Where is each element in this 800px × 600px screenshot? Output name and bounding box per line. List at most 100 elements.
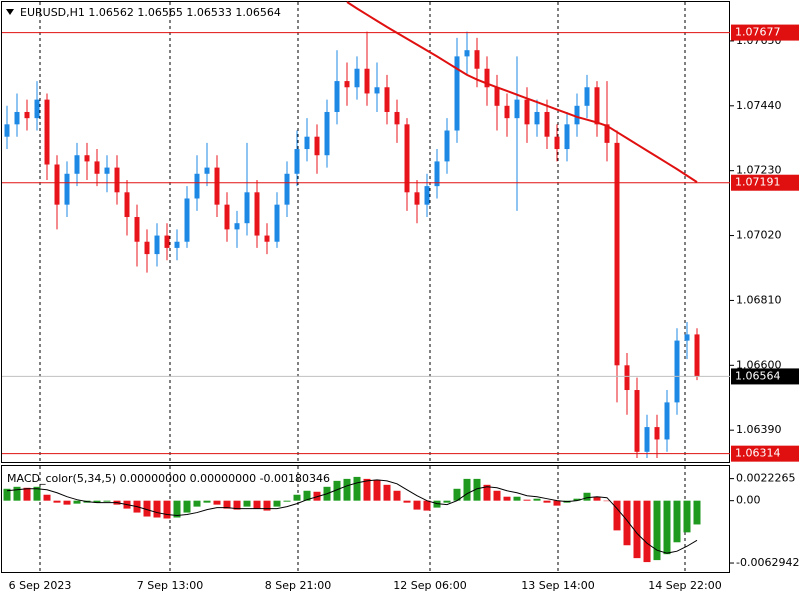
price-box [731,174,799,191]
candle-body [524,99,530,125]
histogram-bar [533,498,541,501]
histogram-bar [273,500,281,507]
histogram-bar [333,480,341,501]
price-box [731,368,799,385]
candle-body [624,365,630,391]
histogram-bar [423,500,431,511]
price-box-label: 1.06564 [735,369,781,382]
histogram-bar [603,500,611,502]
candle-body [304,136,310,150]
candle-body [274,204,280,242]
candle-body [434,161,440,187]
histogram-bar [73,500,81,504]
histogram-bar [363,478,371,501]
histogram-bar [63,500,71,505]
histogram-bar [443,500,451,503]
candle-body [324,111,330,156]
candle-body [294,149,300,174]
histogram-bar [653,500,661,561]
candle-body [54,164,60,205]
candle-body [384,87,390,112]
histogram-bar [403,500,411,503]
candle-body [494,87,500,106]
histogram-bar [343,478,351,501]
histogram-bar [473,478,481,501]
candle-body [44,99,50,165]
candle-body [514,99,520,119]
candle-body [124,192,130,218]
histogram-bar [163,500,171,519]
histogram-bar [393,490,401,501]
histogram-bar [143,500,151,517]
candle-body [484,68,490,88]
histogram-bar [643,500,651,563]
menu-triangle [6,9,14,15]
candle-body [184,198,190,242]
chart-header: EURUSD,H1 1.06562 1.06565 1.06533 1.0656… [20,6,281,19]
y-tick-label: 1.07230 [736,164,782,177]
y-tick-label: 1.07440 [736,99,782,112]
candle-body [544,111,550,137]
histogram-bar [413,500,421,510]
candle-body [24,111,30,119]
candle-body [354,68,360,88]
candle-body [644,427,650,452]
histogram-bar [13,486,21,501]
y-tick-label: 1.06390 [736,423,782,436]
candle-body [284,173,290,205]
candle-body [684,334,690,341]
histogram-bar [513,496,521,501]
y-tick-label: 1.07020 [736,229,782,242]
candle-body [244,192,250,224]
histogram-bar [253,500,261,509]
histogram-bar [303,490,311,501]
histogram-bar [293,494,301,501]
histogram-bar [463,478,471,501]
histogram-bar [223,500,231,509]
y-tick-label: 0.0022265 [736,472,796,485]
candle-body [374,87,380,94]
candle-body [654,427,660,440]
candle-body [114,167,120,193]
moving-average [346,1,698,183]
histogram-bar [3,488,11,501]
histogram-bar [53,500,61,503]
candle-body [464,50,470,57]
price-box-label: 1.07191 [735,176,781,189]
histogram-bar [543,500,551,503]
candle-body [264,235,270,242]
candle-body [634,390,640,452]
candle-body [534,111,540,125]
candle-body [14,111,20,125]
histogram-bar [103,500,111,502]
candle-body [454,56,460,131]
histogram-bar [673,500,681,543]
candle-body [234,223,240,230]
histogram-bar [453,488,461,501]
candle-body [334,81,340,112]
candle-body [204,167,210,174]
candle-body [84,155,90,162]
y-tick-label: 1.06600 [736,358,782,371]
histogram-bar [383,484,391,501]
histogram-bar [503,496,511,501]
x-tick-label: 8 Sep 21:00 [265,579,331,592]
candle-body [64,173,70,205]
candle-body [394,111,400,125]
candle-body [104,167,110,174]
macd-frame [1,465,730,573]
candle-body [614,142,620,366]
histogram-bar [283,500,291,502]
histogram-bar [683,500,691,533]
main-frame [1,1,730,463]
candle-body [4,124,10,137]
histogram-bar [633,500,641,559]
candle-body [144,241,150,255]
histogram-bar [33,486,41,501]
candle-body [444,130,450,162]
candle-body [94,161,100,174]
histogram-bar [43,494,51,501]
candle-body [174,241,180,248]
histogram-bar [593,496,601,501]
candle-body [404,124,410,193]
